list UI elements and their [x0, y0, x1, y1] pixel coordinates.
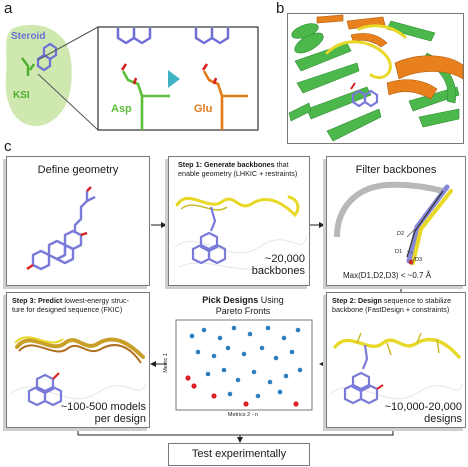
- asp-sidechain: [121, 70, 170, 130]
- filter-backbones-graphic: [334, 181, 453, 266]
- filter-d1-label: D1: [395, 249, 403, 255]
- filter-formula: Max(D1,D2,D3) < ~0.7 Å: [343, 271, 432, 280]
- step2-count-line1: ~10,000-20,000: [384, 401, 462, 413]
- glu-sidechain: [202, 70, 248, 130]
- step3-heading-bold: Step 3: Predict: [12, 296, 63, 305]
- step2-count-line2: designs: [424, 413, 462, 425]
- step2-heading: Step 2: Design sequence to stabilize bac…: [332, 296, 464, 314]
- pick-heading-bold: Pick Designs: [202, 295, 259, 305]
- box-step1-generate-backbones: Step 1: Generate backbones that enable g…: [168, 156, 310, 286]
- glu-label: Glu: [194, 103, 213, 115]
- step1-count: ~20,000 backbones: [252, 253, 305, 277]
- asp-label: Asp: [111, 103, 132, 115]
- panel-a-letter: a: [4, 0, 13, 17]
- step1-count-line1: ~20,000: [264, 253, 305, 265]
- box-step3-predict: Step 3: Predict lowest-energy struc- tur…: [6, 292, 150, 428]
- step3-count-line2: per design: [94, 413, 146, 425]
- step3-models-graphic: [10, 336, 148, 407]
- mutation-arrow: [168, 70, 180, 88]
- step2-count: ~10,000-20,000 designs: [385, 401, 462, 425]
- box-define-geometry: Define geometry: [6, 156, 150, 286]
- step3-heading-line2: ture for designed sequence (FKIC): [12, 305, 123, 314]
- steroid-label: Steroid: [11, 31, 46, 42]
- step1-backbone-graphic: [174, 195, 308, 270]
- step2-design-graphic: [330, 332, 464, 405]
- step2-heading-rest: sequence to stabilize: [381, 296, 452, 305]
- box-test-experimentally: Test experimentally: [168, 443, 310, 466]
- step3-count: ~100-500 models per design: [61, 401, 146, 425]
- filter-backbones-title: Filter backbones: [355, 164, 437, 176]
- panel-a-diagram: [5, 24, 259, 131]
- pick-heading-line2: Pareto Fronts: [215, 306, 271, 316]
- steroid-molecule: [36, 42, 58, 72]
- ksi-label: KSI: [13, 90, 30, 101]
- test-experimentally-title: Test experimentally: [191, 448, 287, 460]
- filter-d3-label: D3: [415, 257, 423, 263]
- step3-count-line1: ~100-500 models: [60, 401, 146, 413]
- step2-heading-line2: backbone (FastDesign + constraints): [332, 305, 450, 314]
- step3-heading-rest: lowest-energy struc-: [62, 296, 130, 305]
- step3-heading: Step 3: Predict lowest-energy struc- tur…: [12, 296, 148, 314]
- panel-b-protein-structure: [287, 13, 464, 144]
- step2-heading-bold: Step 2: Design: [332, 296, 382, 305]
- pareto-xlabel: Metrics 2 - n: [227, 412, 259, 418]
- pick-heading-rest: Using: [258, 295, 284, 305]
- box-pick-designs: Pick Designs Using Pareto Fronts Metric …: [163, 292, 318, 426]
- pareto-scatter: [175, 319, 313, 411]
- box-filter-backbones: Filter backbones D2 D1 D3 Max(D1,D2,D3) …: [326, 156, 466, 286]
- step1-heading-bold: Step 1: Generate backbones: [178, 160, 275, 169]
- define-geometry-title: Define geometry: [37, 164, 119, 176]
- ksi-residue-sticks: [21, 57, 35, 76]
- panel-b-letter: b: [276, 0, 285, 17]
- step1-heading-line2: enable geometry (LHKIC + restraints): [178, 169, 298, 178]
- box-step2-design: Step 2: Design sequence to stabilize bac…: [326, 292, 466, 428]
- step1-heading: Step 1: Generate backbones that enable g…: [178, 160, 308, 178]
- step1-heading-rest: that: [274, 160, 289, 169]
- define-geometry-molecule: [26, 186, 96, 271]
- pick-heading: Pick Designs Using Pareto Fronts: [168, 295, 318, 317]
- pareto-ylabel: Metric 1: [162, 353, 169, 373]
- filter-d2-label: D2: [397, 231, 405, 237]
- step1-count-line2: backbones: [251, 265, 305, 277]
- panel-c-letter: c: [4, 138, 12, 155]
